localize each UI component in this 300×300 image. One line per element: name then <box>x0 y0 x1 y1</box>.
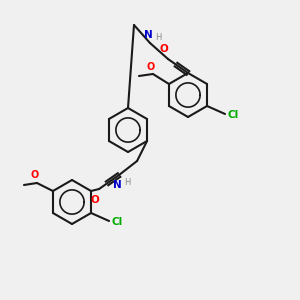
Text: H: H <box>124 178 130 187</box>
Text: N: N <box>113 180 122 190</box>
Text: O: O <box>91 195 99 205</box>
Text: H: H <box>155 33 161 42</box>
Text: O: O <box>160 44 168 54</box>
Text: O: O <box>31 170 39 180</box>
Text: N: N <box>144 30 152 40</box>
Text: O: O <box>147 62 155 72</box>
Text: Cl: Cl <box>111 217 122 227</box>
Text: Cl: Cl <box>227 110 238 120</box>
